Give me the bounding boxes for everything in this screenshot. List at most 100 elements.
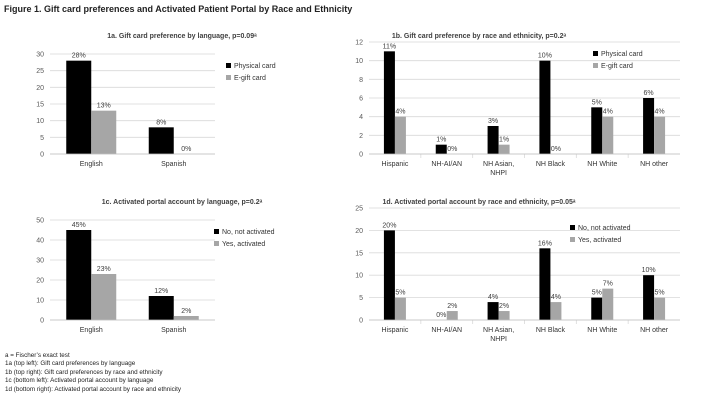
chart-1c-title: 1c. Activated portal account by language…	[102, 199, 263, 206]
chart-1b-bar	[602, 116, 614, 154]
chart-1c-ytick-label: 0	[40, 318, 44, 325]
chart-1c-bar	[148, 296, 174, 320]
chart-1d-ytick-label: 5	[359, 295, 363, 302]
chart-1d-legend-swatch	[570, 225, 575, 230]
chart-1d-bar	[383, 230, 395, 320]
chart-1b-ytick-label: 10	[355, 58, 363, 65]
chart-1a-svg: 1a. Gift card preference by language, p=…	[36, 33, 276, 168]
chart-1d-data-label: 2%	[447, 303, 457, 310]
chart-1c-ytick-label: 20	[36, 278, 44, 285]
chart-1d-ytick-label: 25	[355, 206, 363, 213]
chart-1a-ytick-label: 15	[36, 102, 44, 109]
chart-1b-bar	[498, 144, 510, 154]
chart-1d-data-label: 20%	[382, 222, 396, 229]
chart-1a-data-label: 0%	[181, 146, 191, 153]
chart-1b-panel: 1b. Gift card preference by race and eth…	[355, 30, 715, 180]
chart-1b-category-label: NH White	[587, 161, 617, 168]
chart-1d-title: 1d. Activated portal account by race and…	[382, 199, 575, 206]
chart-1d-bar	[591, 297, 603, 320]
chart-1b-data-label: 1%	[436, 137, 446, 144]
chart-1b-legend-label: Physical card	[601, 51, 643, 58]
chart-1b-bar	[487, 126, 499, 154]
chart-1d-category-label: NH White	[587, 327, 617, 334]
chart-1d-data-label: 2%	[499, 303, 509, 310]
chart-1a-legend-label: E-gift card	[234, 75, 266, 82]
chart-1b-data-label: 6%	[644, 90, 654, 97]
chart-1c-category-label: Spanish	[161, 327, 186, 334]
chart-1a-data-label: 28%	[72, 53, 86, 60]
chart-1a-data-label: 8%	[156, 119, 166, 126]
chart-1d-data-label: 7%	[603, 281, 613, 288]
chart-1a-bar	[91, 110, 117, 154]
chart-1b-ytick-label: 6	[359, 96, 363, 103]
chart-1a-ytick-label: 0	[40, 152, 44, 159]
chart-1c-bar	[66, 230, 92, 320]
chart-1d-data-label: 5%	[592, 290, 602, 297]
chart-1b-bar	[435, 144, 447, 154]
chart-1d-bar	[394, 297, 406, 320]
chart-1c-legend-label: Yes, activated	[222, 241, 265, 248]
chart-1d-bar	[602, 288, 614, 320]
chart-1c-legend-label: No, not activated	[222, 229, 275, 236]
chart-1d-ytick-label: 20	[355, 228, 363, 235]
chart-1a-title: 1a. Gift card preference by language, p=…	[107, 33, 257, 40]
chart-1d-data-label: 16%	[538, 240, 552, 247]
chart-1a-data-label: 13%	[97, 103, 111, 110]
chart-1d-panel: 1d. Activated portal account by race and…	[355, 196, 715, 346]
chart-1b-data-label: 10%	[538, 53, 552, 60]
chart-1a-legend-swatch	[226, 75, 231, 80]
chart-1d-category-label: NH Black	[536, 327, 566, 334]
chart-1d-data-label: 4%	[551, 294, 561, 301]
chart-1b-title: 1b. Gift card preference by race and eth…	[392, 33, 567, 40]
chart-1d-category-label: NH Asian, NHPI	[483, 327, 514, 343]
chart-1b-ytick-label: 2	[359, 133, 363, 140]
chart-1d-ytick-label: 0	[359, 318, 363, 325]
chart-1d-category-label: NH-AI/AN	[431, 327, 462, 334]
chart-1d-legend-label: No, not activated	[578, 225, 631, 232]
chart-1b-bar	[591, 107, 603, 154]
note-fisher: a = Fischer’s exact test	[5, 352, 70, 359]
note-1b: 1b (top right): Gift card preferences by…	[5, 368, 163, 376]
chart-1a-ytick-label: 5	[40, 135, 44, 142]
chart-1c-legend-swatch	[214, 229, 219, 234]
chart-1b-bar	[394, 116, 406, 154]
chart-1b-ytick-label: 12	[355, 40, 363, 47]
note-1d: 1d (bottom right): Activated portal acco…	[5, 385, 182, 393]
chart-1d-data-label: 5%	[655, 290, 665, 297]
chart-1c-data-label: 2%	[181, 308, 191, 315]
chart-1c-ytick-label: 30	[36, 258, 44, 265]
chart-1a-legend-label: Physical card	[234, 63, 276, 70]
chart-1d-data-label: 0%	[436, 312, 446, 319]
chart-1d-data-label: 5%	[395, 290, 405, 297]
chart-1c-ytick-label: 40	[36, 238, 44, 245]
chart-1c-ytick-label: 10	[36, 298, 44, 305]
chart-1a-ytick-label: 30	[36, 52, 44, 59]
chart-1b-ytick-label: 8	[359, 77, 363, 84]
chart-1d-legend-swatch	[570, 237, 575, 242]
chart-1a-ytick-label: 25	[36, 68, 44, 75]
chart-1b-data-label: 4%	[655, 109, 665, 116]
chart-1a-bar	[148, 127, 174, 154]
chart-1d-data-label: 10%	[642, 267, 656, 274]
chart-1c-data-label: 12%	[154, 288, 168, 295]
note-1a: 1a (top left): Gift card preferences by …	[5, 360, 136, 368]
chart-1d-ytick-label: 10	[355, 273, 363, 280]
chart-1c-data-label: 23%	[97, 266, 111, 273]
chart-1d-bar	[550, 302, 562, 320]
chart-1b-legend-swatch	[593, 51, 598, 56]
chart-1b-bar	[654, 116, 666, 154]
chart-1c-legend-swatch	[214, 241, 219, 246]
chart-1b-data-label: 0%	[551, 146, 561, 153]
chart-1d-svg: 1d. Activated portal account by race and…	[355, 199, 680, 343]
chart-1b-svg: 1b. Gift card preference by race and eth…	[355, 33, 680, 177]
chart-1b-category-label: NH-AI/AN	[431, 161, 462, 168]
chart-1d-bar	[446, 311, 458, 320]
chart-1c-bar	[91, 274, 117, 320]
chart-1d-data-label: 4%	[488, 294, 498, 301]
chart-1a-bar	[66, 60, 92, 154]
chart-1a-panel: 1a. Gift card preference by language, p=…	[0, 30, 355, 180]
figure-notes: a = Fischer’s exact test 1a (top left): …	[5, 352, 181, 394]
chart-1b-ytick-label: 4	[359, 114, 363, 121]
chart-1b-data-label: 4%	[603, 109, 613, 116]
chart-1d-bar	[643, 275, 655, 320]
